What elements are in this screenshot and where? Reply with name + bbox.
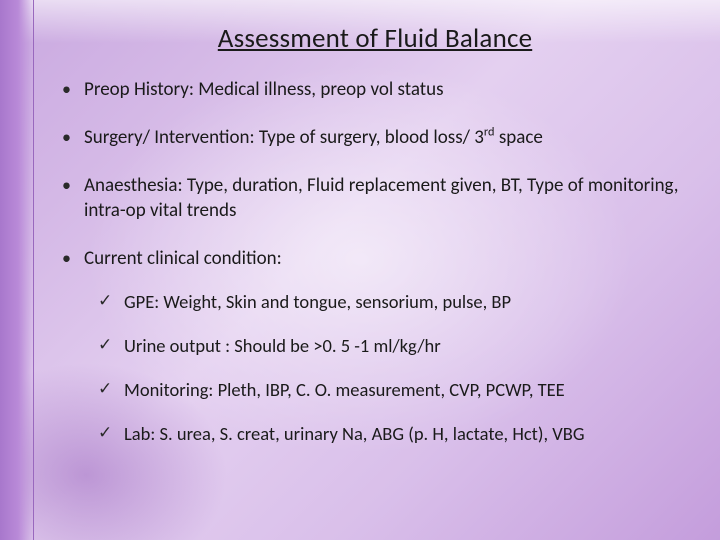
bullet-list: Preop History: Medical illness, preop vo… — [60, 77, 690, 446]
sub-bullet-item: Monitoring: Pleth, IBP, C. O. measuremen… — [98, 378, 690, 402]
sub-bullet-item: Lab: S. urea, S. creat, urinary Na, ABG … — [98, 422, 690, 446]
bullet-item: Anaesthesia: Type, duration, Fluid repla… — [60, 173, 690, 224]
bullet-text: Surgery/ Intervention: Type of surgery, … — [84, 126, 543, 149]
bullet-text: Anaesthesia: Type, duration, Fluid repla… — [84, 174, 678, 223]
bullet-item: Preop History: Medical illness, preop vo… — [60, 77, 690, 103]
sub-bullet-list: GPE: Weight, Skin and tongue, sensorium,… — [84, 290, 690, 446]
bullet-item: Current clinical condition: GPE: Weight, … — [60, 246, 690, 446]
slide-container: Assessment of Fluid Balance Preop Histor… — [0, 0, 720, 540]
sub-bullet-item: GPE: Weight, Skin and tongue, sensorium,… — [98, 290, 690, 314]
bullet-text: Current clinical condition: — [84, 247, 282, 270]
bullet-text: Preop History: Medical illness, preop vo… — [84, 78, 444, 101]
slide-title: Assessment of Fluid Balance — [60, 22, 690, 55]
sub-bullet-item: Urine output : Should be >0. 5 -1 ml/kg/… — [98, 334, 690, 358]
bullet-item: Surgery/ Intervention: Type of surgery, … — [60, 125, 690, 151]
